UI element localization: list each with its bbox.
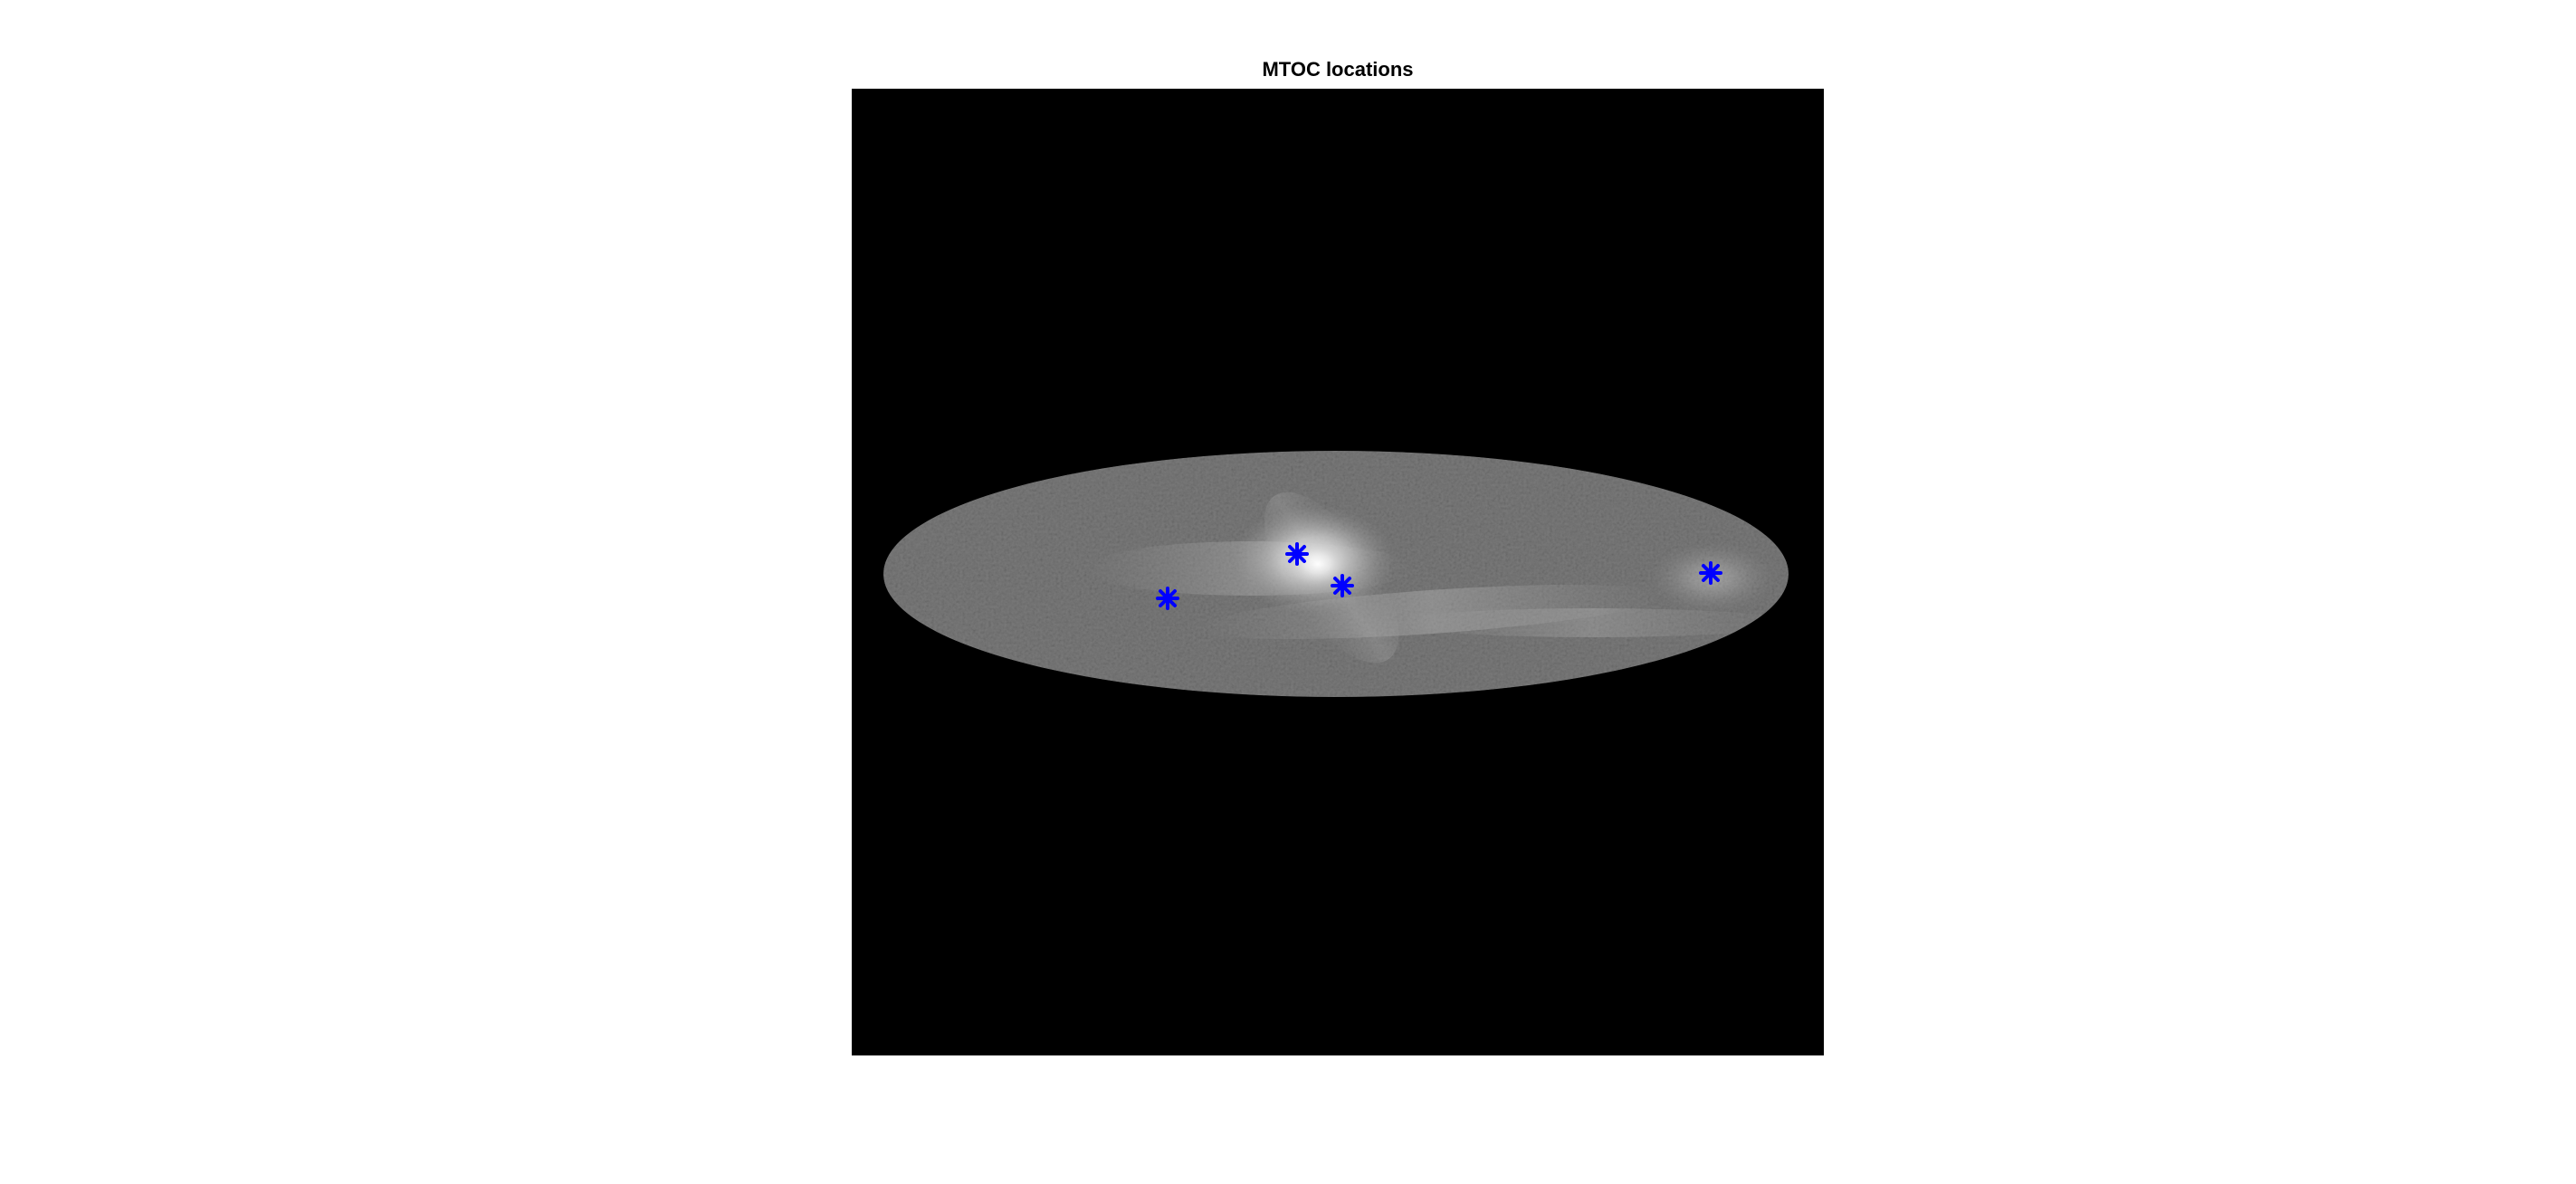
plot-title: MTOC locations xyxy=(1262,58,1414,81)
mtoc-marker xyxy=(1285,542,1309,566)
mtoc-markers xyxy=(1156,542,1722,610)
cell-body xyxy=(883,451,1789,697)
mtoc-marker xyxy=(1331,574,1354,597)
image-axes xyxy=(852,89,1824,1055)
micrograph-image xyxy=(883,451,1789,697)
mtoc-marker xyxy=(1156,587,1179,610)
mtoc-marker xyxy=(1699,561,1722,585)
